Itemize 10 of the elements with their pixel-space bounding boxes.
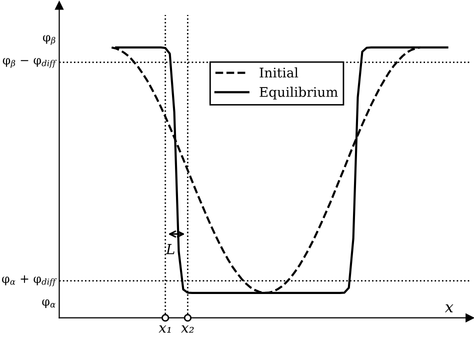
legend-label: Equilibrium (260, 86, 338, 100)
text: φ$_{α}$ (42, 299, 56, 308)
ref-line-label: φ$_{α}$ + φ$_{diff}$ (2, 275, 57, 286)
ref-line-label: φ$_{β}$ − φ$_{diff}$ (2, 58, 57, 68)
annotation: L (166, 244, 174, 254)
x-tick-label: x₁ (158, 325, 171, 333)
x-axis-title: x (444, 304, 454, 312)
text: φ$_{β}$ (43, 35, 56, 45)
legend-label: Initial (260, 67, 298, 78)
x-tick-label: x₂ (181, 325, 194, 333)
